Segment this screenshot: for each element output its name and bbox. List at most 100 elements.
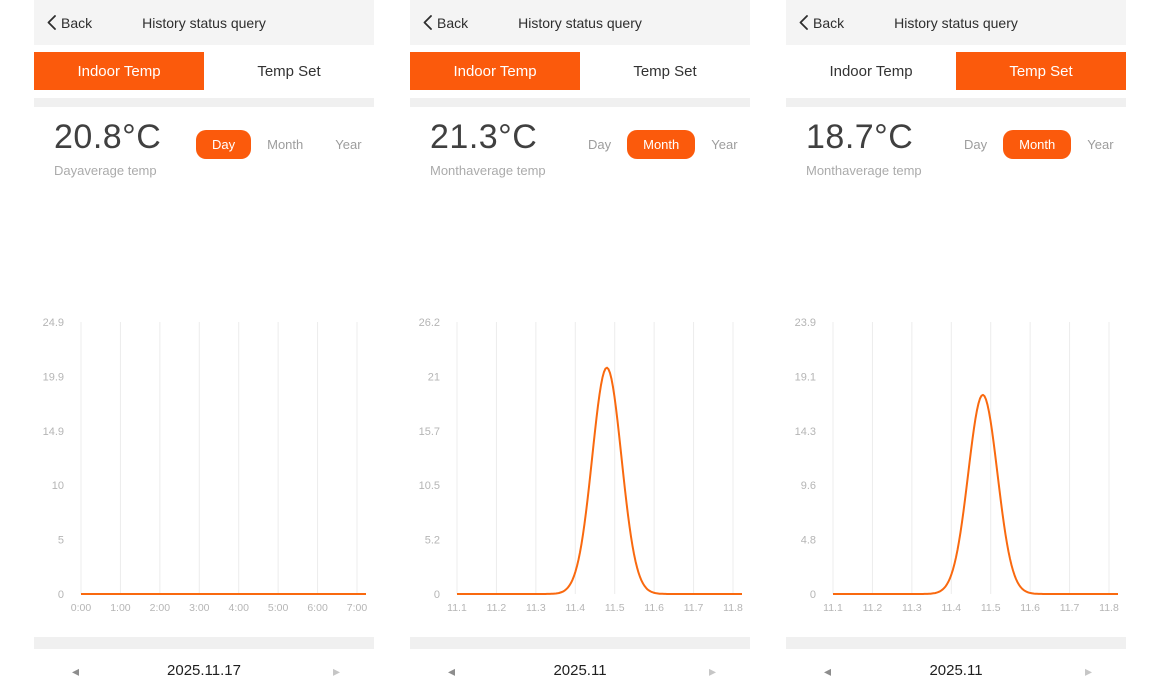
svg-text:21: 21 xyxy=(428,371,440,383)
history-line-chart: 0 5 10 14.9 19.9 24.9 0:00 1:00 2:00 3:00 4:00 5:00… xyxy=(43,317,368,614)
date-label: 2025.11.17 xyxy=(167,662,241,679)
svg-text:1:00: 1:00 xyxy=(110,602,131,614)
tab-temp-set[interactable]: Temp Set xyxy=(580,52,750,90)
page-title: History status query xyxy=(142,14,266,31)
svg-text:11.8: 11.8 xyxy=(1099,602,1119,614)
svg-text:11.4: 11.4 xyxy=(941,602,961,614)
page-title: History status query xyxy=(894,14,1018,31)
svg-text:5.2: 5.2 xyxy=(425,535,440,547)
svg-text:11.4: 11.4 xyxy=(565,602,585,614)
phone-panel-month-view: Back History status query Indoor Temp Te… xyxy=(410,0,750,700)
period-option-month[interactable]: Month xyxy=(1003,130,1072,159)
svg-text:11.1: 11.1 xyxy=(823,602,843,614)
prev-date-button[interactable]: ◂ xyxy=(72,663,80,679)
tab-temp-set[interactable]: Temp Set xyxy=(204,52,374,90)
period-option-year[interactable]: Year xyxy=(711,137,738,152)
history-line-chart: 0 5.2 10.5 15.7 21 26.2 11.1 11.2 11.3 11.4 11.5 11… xyxy=(419,317,743,614)
temp-caption: Dayaverage temp xyxy=(54,163,157,178)
svg-text:0:00: 0:00 xyxy=(71,602,92,614)
phone-panel-day-view: Back History status query Indoor Temp Te… xyxy=(34,0,374,700)
tab-bar: Indoor Temp Temp Set xyxy=(410,52,750,90)
next-date-button[interactable]: ▸ xyxy=(332,663,340,679)
period-selector: Day Month Year xyxy=(948,130,1130,159)
next-date-button[interactable]: ▸ xyxy=(708,663,716,679)
temp-value: 20.8°C xyxy=(54,118,162,156)
tab-indoor-temp[interactable]: Indoor Temp xyxy=(786,52,956,90)
back-label: Back xyxy=(813,14,845,31)
period-option-day[interactable]: Day xyxy=(588,137,612,152)
chevron-left-icon xyxy=(423,15,432,30)
svg-text:11.8: 11.8 xyxy=(723,602,743,614)
period-option-year[interactable]: Year xyxy=(335,137,362,152)
period-selector: Day Month Year xyxy=(572,130,754,159)
prev-date-button[interactable]: ◂ xyxy=(448,663,456,679)
back-label: Back xyxy=(437,14,469,31)
chevron-left-icon xyxy=(799,15,808,30)
svg-text:11.2: 11.2 xyxy=(863,602,883,614)
svg-text:0: 0 xyxy=(434,589,440,601)
period-selector: Day Month Year xyxy=(196,130,378,159)
prev-date-button[interactable]: ◂ xyxy=(824,663,832,679)
nav-header: Back History status query xyxy=(786,0,1126,45)
svg-text:6:00: 6:00 xyxy=(307,602,328,614)
period-option-month[interactable]: Month xyxy=(267,137,304,152)
tab-temp-set[interactable]: Temp Set xyxy=(956,52,1126,90)
history-line-chart: 0 4.8 9.6 14.3 19.1 23.9 11.1 11.2 11.3 11.4 11.5 1… xyxy=(795,317,1119,614)
divider-strip xyxy=(410,98,750,107)
svg-text:7:00: 7:00 xyxy=(347,602,368,614)
date-label: 2025.11 xyxy=(553,662,607,679)
svg-text:14.3: 14.3 xyxy=(795,426,816,438)
back-button[interactable]: Back xyxy=(799,0,844,45)
svg-text:23.9: 23.9 xyxy=(795,317,816,329)
date-navigation: ◂ 2025.11 ▸ xyxy=(786,658,1126,690)
date-navigation: ◂ 2025.11 ▸ xyxy=(410,658,750,690)
divider-strip xyxy=(786,98,1126,107)
svg-text:15.7: 15.7 xyxy=(419,426,440,438)
svg-text:4:00: 4:00 xyxy=(228,602,249,614)
svg-text:11.5: 11.5 xyxy=(605,602,625,614)
svg-text:5: 5 xyxy=(58,535,64,547)
back-button[interactable]: Back xyxy=(47,0,92,45)
nav-header: Back History status query xyxy=(34,0,374,45)
svg-text:11.5: 11.5 xyxy=(981,602,1001,614)
period-option-day[interactable]: Day xyxy=(196,130,252,159)
temp-caption: Monthaverage temp xyxy=(430,163,546,178)
temp-summary: 20.8°C Dayaverage temp Day Month Year xyxy=(54,118,368,188)
period-option-month[interactable]: Month xyxy=(627,130,696,159)
temp-value: 21.3°C xyxy=(430,118,538,156)
svg-text:4.8: 4.8 xyxy=(801,535,816,547)
tab-bar: Indoor Temp Temp Set xyxy=(34,52,374,90)
svg-text:11.6: 11.6 xyxy=(644,602,664,614)
divider-strip xyxy=(786,637,1126,649)
period-option-year[interactable]: Year xyxy=(1087,137,1114,152)
svg-text:26.2: 26.2 xyxy=(419,317,440,329)
tab-indoor-temp[interactable]: Indoor Temp xyxy=(410,52,580,90)
svg-text:11.3: 11.3 xyxy=(526,602,546,614)
page-title: History status query xyxy=(518,14,642,31)
svg-text:9.6: 9.6 xyxy=(801,480,816,492)
svg-text:11.6: 11.6 xyxy=(1020,602,1040,614)
back-label: Back xyxy=(61,14,93,31)
svg-text:11.2: 11.2 xyxy=(487,602,507,614)
phone-panel-temp-set-view: Back History status query Indoor Temp Te… xyxy=(786,0,1126,700)
temp-caption: Monthaverage temp xyxy=(806,163,922,178)
divider-strip xyxy=(34,98,374,107)
svg-text:19.9: 19.9 xyxy=(43,371,64,383)
next-date-button[interactable]: ▸ xyxy=(1084,663,1092,679)
divider-strip xyxy=(410,637,750,649)
svg-text:11.3: 11.3 xyxy=(902,602,922,614)
tab-indoor-temp[interactable]: Indoor Temp xyxy=(34,52,204,90)
nav-header: Back History status query xyxy=(410,0,750,45)
svg-text:11.1: 11.1 xyxy=(447,602,467,614)
svg-text:14.9: 14.9 xyxy=(43,426,64,438)
svg-text:11.7: 11.7 xyxy=(1060,602,1080,614)
svg-text:5:00: 5:00 xyxy=(268,602,289,614)
svg-text:2:00: 2:00 xyxy=(150,602,171,614)
back-button[interactable]: Back xyxy=(423,0,468,45)
period-option-day[interactable]: Day xyxy=(964,137,988,152)
divider-strip xyxy=(34,637,374,649)
tab-bar: Indoor Temp Temp Set xyxy=(786,52,1126,90)
svg-text:10.5: 10.5 xyxy=(419,480,440,492)
date-label: 2025.11 xyxy=(929,662,983,679)
